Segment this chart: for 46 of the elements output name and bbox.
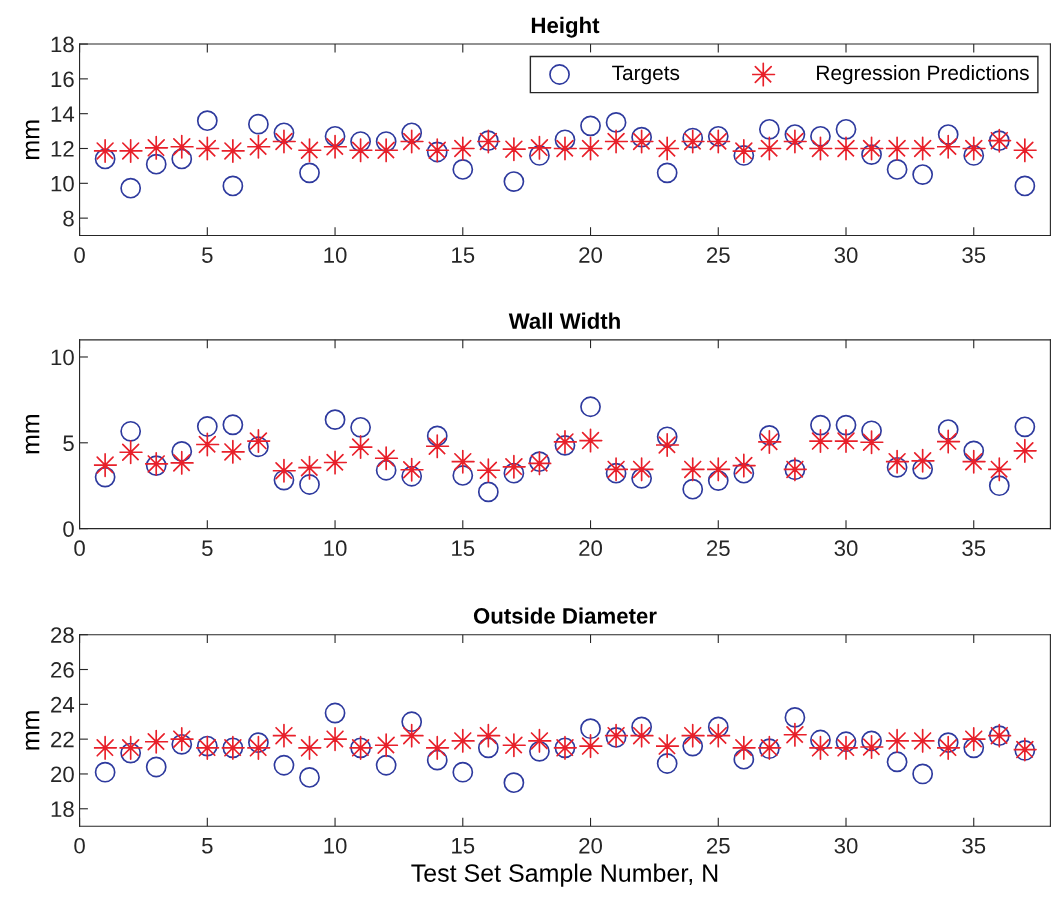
x-tick-label: 20: [579, 837, 603, 854]
x-tick-label: 15: [452, 540, 475, 557]
x-tick-label: 35: [962, 540, 986, 557]
y-tick-label: 20: [51, 766, 74, 783]
y-tick-label: 8: [63, 210, 74, 227]
y-tick-label: 10: [51, 175, 74, 192]
chart-title: Wall Width: [508, 312, 620, 329]
y-tick-label: 14: [51, 106, 75, 122]
y-tick-label: 18: [51, 36, 74, 53]
y-tick-label: 16: [51, 71, 74, 88]
x-tick-label: 25: [707, 837, 730, 854]
legend-label: Regression Predictions: [817, 64, 1029, 85]
y-tick-label: 18: [51, 801, 74, 818]
x-tick-label: 30: [834, 837, 858, 854]
x-tick-label: 5: [202, 838, 213, 854]
x-tick-label: 30: [834, 540, 858, 557]
y-tick-label: 26: [51, 662, 74, 678]
x-tick-label: 15: [452, 838, 475, 854]
y-tick-label: 0: [63, 521, 74, 537]
y-axis-title: mm: [25, 120, 40, 159]
y-axis-title: mm: [25, 711, 40, 750]
chart-title: Height: [531, 16, 600, 38]
y-tick-label: 12: [51, 141, 74, 157]
x-tick-label: 25: [707, 540, 730, 557]
y-tick-label: 24: [51, 696, 75, 713]
y-tick-label: 22: [51, 731, 74, 748]
y-tick-label: 28: [51, 627, 74, 643]
x-axis-title: Test Set Sample Number, N: [411, 863, 718, 887]
chart-title: Outside Diameter: [473, 607, 657, 624]
x-tick-label: 20: [579, 247, 603, 263]
x-tick-label: 30: [834, 247, 858, 263]
x-tick-label: 15: [452, 247, 475, 263]
x-tick-label: 10: [324, 540, 347, 557]
x-tick-label: 5: [202, 540, 213, 557]
y-tick-label: 10: [51, 349, 74, 366]
x-tick-label: 35: [962, 837, 986, 854]
x-tick-label: 25: [707, 247, 730, 263]
x-tick-label: 5: [202, 247, 213, 263]
y-tick-label: 5: [63, 435, 74, 452]
x-tick-label: 20: [579, 540, 603, 557]
x-tick-label: 0: [74, 247, 85, 263]
legend-label: Targets: [612, 65, 680, 85]
x-tick-label: 10: [324, 247, 347, 263]
y-axis-title: mm: [25, 415, 40, 454]
x-tick-label: 35: [962, 247, 986, 263]
x-tick-label: 10: [324, 837, 347, 854]
